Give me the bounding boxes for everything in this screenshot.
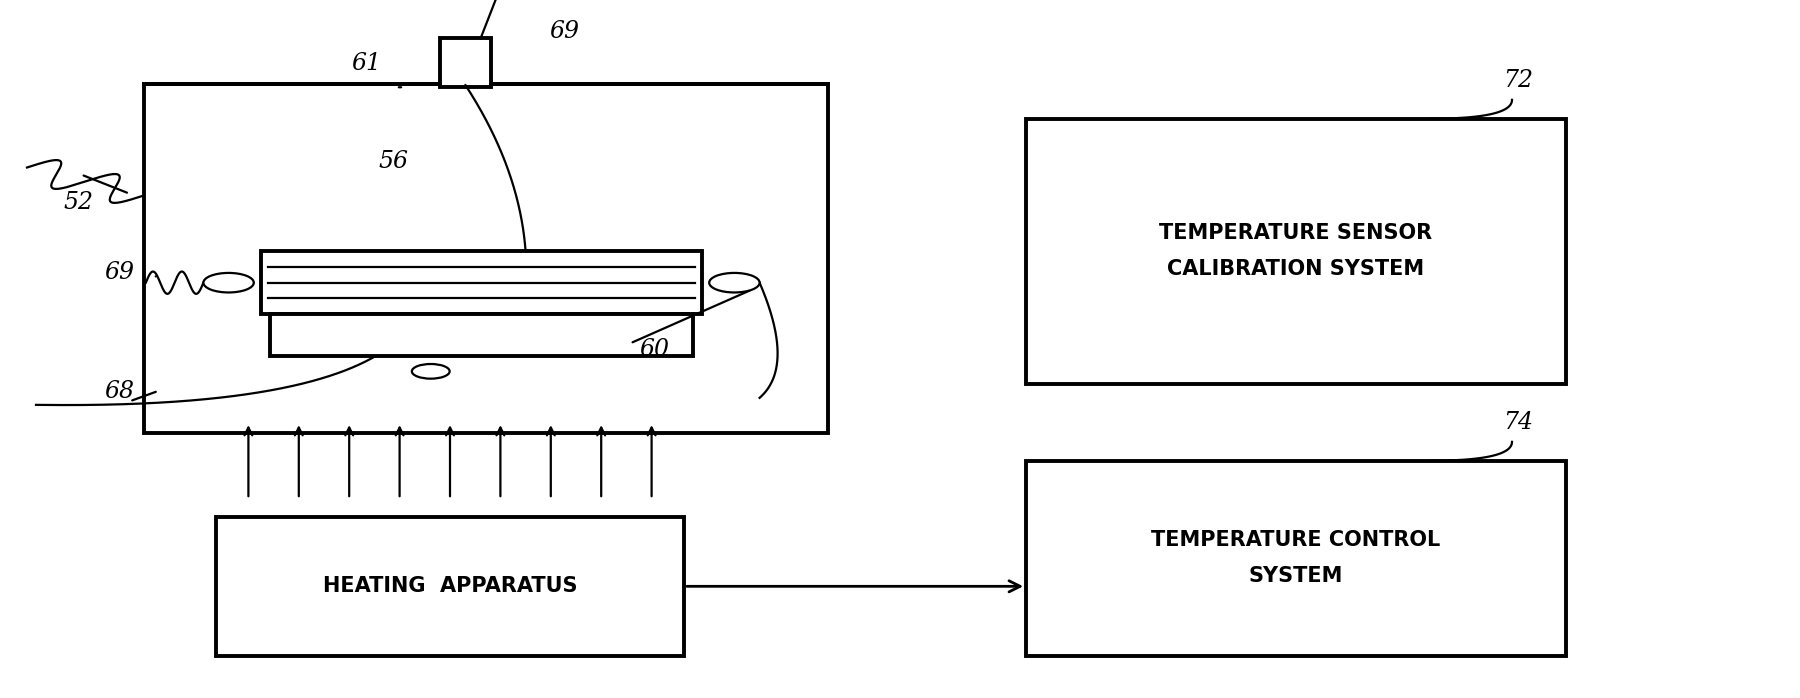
Bar: [1026, 461, 1566, 656]
Text: TEMPERATURE CONTROL
SYSTEM: TEMPERATURE CONTROL SYSTEM: [1152, 530, 1440, 586]
Text: 56: 56: [378, 149, 409, 172]
Text: 61: 61: [351, 52, 382, 75]
Bar: [441, 38, 491, 87]
Bar: [261, 251, 702, 314]
Text: 72: 72: [1503, 69, 1534, 92]
Bar: [1026, 119, 1566, 384]
Text: 60: 60: [639, 338, 670, 361]
Text: HEATING  APPARATUS: HEATING APPARATUS: [322, 577, 578, 596]
Bar: [216, 517, 684, 656]
Text: 69: 69: [104, 261, 135, 284]
Text: 74: 74: [1503, 411, 1534, 434]
Text: 68: 68: [104, 380, 135, 403]
Circle shape: [203, 273, 254, 292]
Text: 69: 69: [549, 20, 580, 43]
Text: 52: 52: [63, 191, 94, 214]
Bar: [144, 84, 828, 433]
Text: TEMPERATURE SENSOR
CALIBRATION SYSTEM: TEMPERATURE SENSOR CALIBRATION SYSTEM: [1159, 223, 1433, 279]
Circle shape: [709, 273, 760, 292]
Circle shape: [412, 364, 450, 378]
Bar: [270, 314, 693, 356]
